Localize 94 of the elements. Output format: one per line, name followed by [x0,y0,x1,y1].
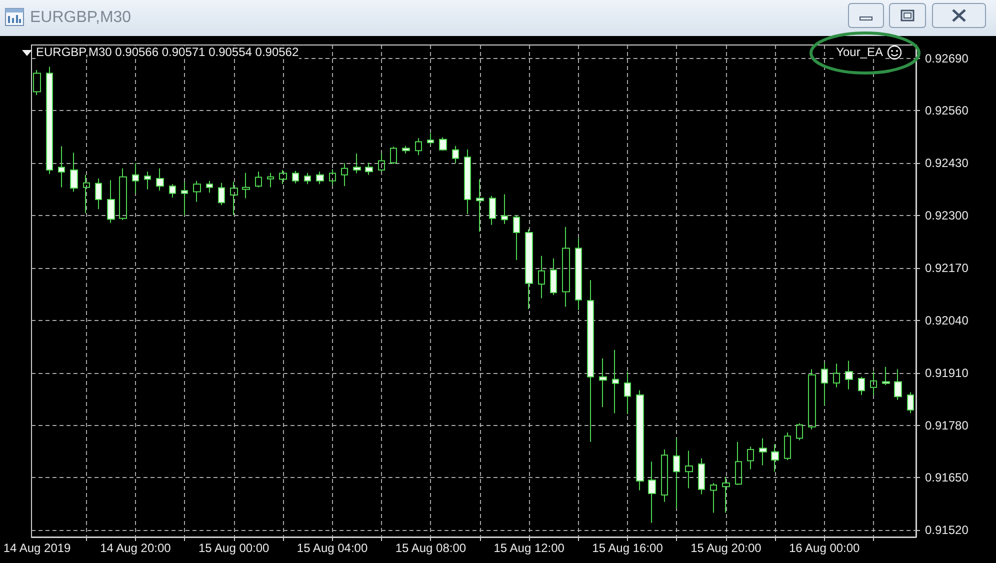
candlestick [316,171,324,185]
candlestick [476,178,484,232]
x-tick-label: 15 Aug 12:00 [494,541,565,555]
candlestick [587,280,594,442]
candlestick [378,152,385,172]
candlestick [710,482,717,514]
candlestick [304,172,311,185]
candlestick [599,358,607,408]
y-tick-label: 0.92430 [925,156,969,170]
candlestick [833,363,840,388]
y-tick-label: 0.92300 [925,208,969,223]
candlestick [661,448,668,502]
candlestick [550,258,557,296]
candlestick [489,195,496,226]
candlestick [242,172,250,199]
candlestick [562,226,570,308]
chart-title: EURGBP,M30 [30,9,132,27]
candlestick [698,458,705,495]
candlestick [808,368,816,430]
annotation: EURGBP,M30 0.90566 0.90571 0.90554 0.90562 [36,45,299,59]
candlestick [193,180,201,202]
candlestick [907,392,914,414]
candlestick [119,168,127,221]
candlestick [292,170,299,184]
y-tick-label: 0.92170 [925,261,969,276]
candlestick [771,444,779,472]
x-tick-label: 15 Aug 16:00 [592,541,664,555]
candlestick [784,432,791,460]
candlestick [230,181,238,216]
y-tick-label: 0.91780 [925,418,969,432]
candlestick [365,162,373,176]
y-tick-label: 0.92040 [925,313,969,328]
x-tick-label: 14 Aug 2019 [3,541,72,555]
candlestick [722,476,730,514]
candlestick [33,70,41,96]
candlestick [845,360,853,390]
candlestick [181,181,188,216]
candlestick [452,145,459,164]
candlestick [439,136,447,152]
candlestick [415,138,422,156]
x-tick-label: 15 Aug 04:00 [296,541,368,555]
y-tick-label: 0.91520 [925,523,969,538]
candlestick [132,162,139,194]
candlestick [169,184,176,198]
candlestick [255,171,262,188]
candlestick [144,171,151,190]
x-tick-label: 15 Aug 08:00 [395,541,466,555]
candlestick [70,152,78,192]
annotation: Your_EA [836,45,883,59]
candlestick [648,461,656,524]
candlestick [501,194,508,225]
candlestick [894,368,902,400]
candlestick [882,366,890,386]
candlestick [636,390,644,491]
candlestick [402,145,410,154]
candlestick [858,376,865,396]
candlestick [513,214,520,260]
y-tick-label: 0.91910 [925,366,969,380]
candlestick [206,180,213,194]
candlestick [673,438,680,509]
candlestick [156,168,164,192]
candlestick [427,132,434,146]
candlestick [685,450,693,489]
candlestick [624,371,631,414]
candlestick [218,182,225,206]
candlestick [464,148,471,214]
candlestick [58,146,65,188]
candlestick [735,441,742,486]
candlestick [46,66,53,175]
candlestick [759,438,767,466]
candlestick [612,349,619,414]
candlestick [390,146,397,164]
candlestick [575,238,582,310]
candlestick [107,180,115,224]
candlestick [747,446,754,470]
candlestick [538,255,545,299]
x-tick-label: 16 Aug 00:00 [788,541,860,555]
candlestick [279,170,287,185]
candlestick [341,162,348,187]
candlestick [821,362,828,406]
y-tick-label: 0.92690 [925,51,969,66]
x-tick-label: 14 Aug 20:00 [100,541,172,555]
x-tick-label: 15 Aug 00:00 [198,541,270,555]
candlestick [525,228,533,310]
candlestick [796,422,803,441]
candlestick [267,172,274,188]
candlestick [870,371,877,396]
y-tick-label: 0.91650 [925,470,969,485]
y-tick-label: 0.92560 [925,104,969,118]
x-tick-label: 15 Aug 20:00 [690,541,762,555]
candlestick [83,174,90,214]
candlestick [353,152,361,174]
candlestick [329,168,336,186]
candlestick [95,178,102,210]
